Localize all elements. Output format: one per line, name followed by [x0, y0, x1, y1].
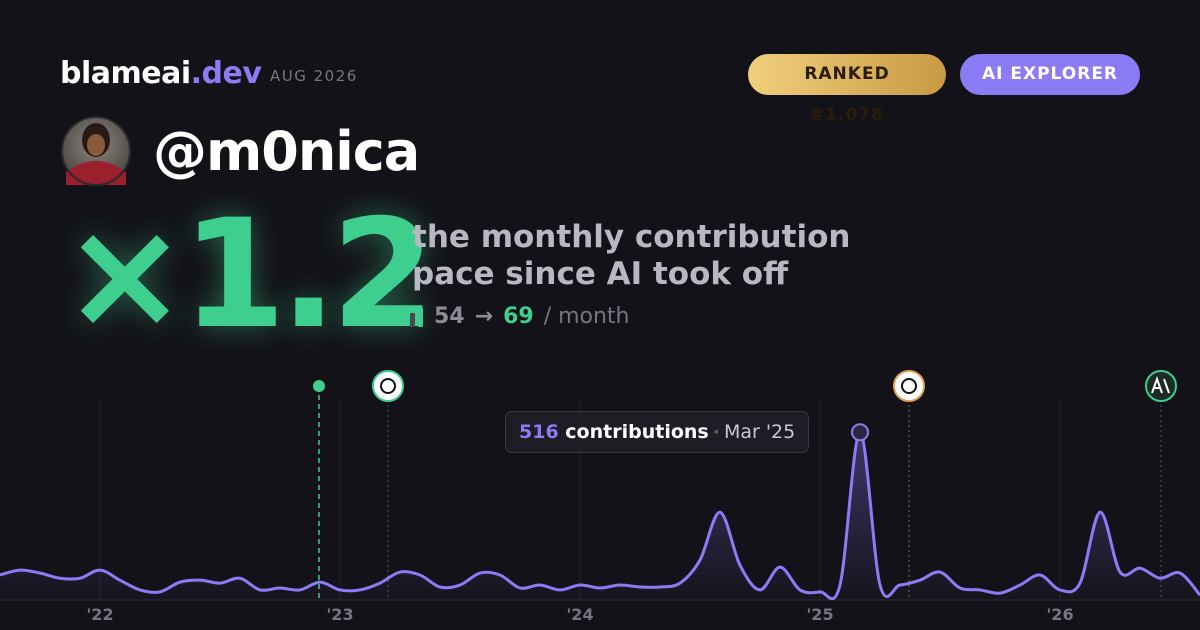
tooltip: 516 contributions · Mar '25 [505, 411, 810, 453]
unit: / month [543, 304, 630, 329]
multiplier: ×1.2 [62, 188, 435, 362]
stats: 54 → 69 / month [410, 304, 630, 329]
description: the monthly contribution [412, 219, 851, 255]
tooltip-value: 516 [519, 421, 559, 443]
brand: blameai.dev [60, 56, 262, 91]
brand-tld: .dev [190, 56, 262, 91]
x-tick-label: '22 [86, 605, 113, 624]
tooltip-label: contributions [565, 421, 709, 443]
tooltip-date: Mar '25 [723, 421, 796, 443]
rank-badge: RANKED #1,078 [748, 54, 946, 125]
x-tick-label: '24 [566, 605, 593, 624]
x-tick-label: '23 [326, 605, 353, 624]
period: AUG 2026 [270, 67, 358, 85]
avatar [61, 116, 131, 186]
x-tick-label: '25 [806, 605, 833, 624]
event-markers [313, 370, 1177, 600]
brand-name: blameai [60, 56, 191, 91]
area [0, 432, 1200, 600]
arrow: → [474, 304, 494, 329]
handle: @m0nica [153, 120, 420, 183]
before-value: 54 [434, 304, 465, 329]
x-tick-label: '26 [1046, 605, 1073, 624]
line [0, 430, 1200, 601]
after-value: 69 [503, 304, 534, 329]
tier-badge: AI EXPLORER [960, 54, 1140, 95]
stats-icon [410, 307, 423, 327]
peak-marker [851, 423, 869, 442]
description: pace since AI took off [412, 256, 789, 292]
